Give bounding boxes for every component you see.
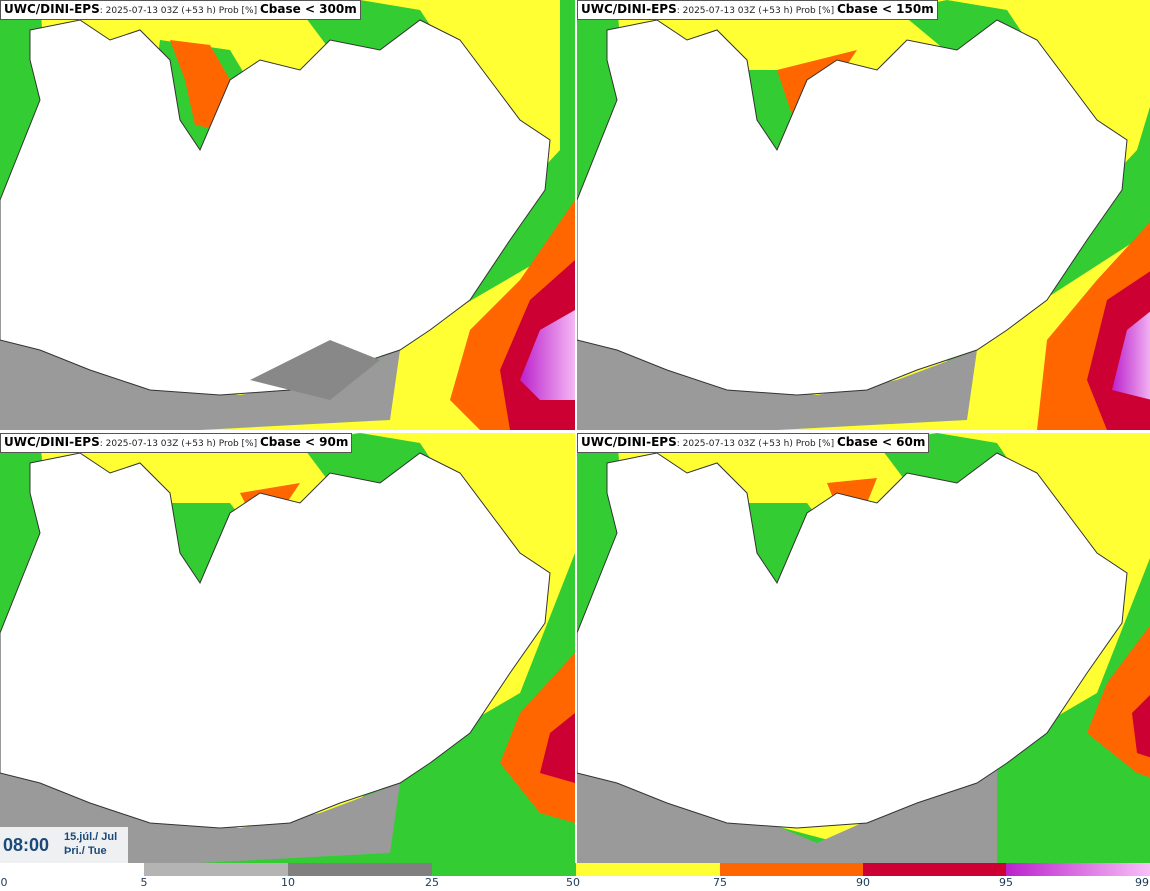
legend-seg-75-90 xyxy=(720,863,863,876)
probability-map xyxy=(577,433,1150,863)
weekday-line: Þri./ Tue xyxy=(64,845,107,857)
legend-seg-95-99 xyxy=(1006,863,1150,876)
grey-area-land xyxy=(250,340,380,400)
legend-tick: 10 xyxy=(281,876,295,889)
green-area-south xyxy=(577,558,1150,863)
red-area-southeast xyxy=(1132,695,1150,758)
map-panel-cbase-60m: UWC/DINI-EPS: 2025-07-13 03Z (+53 h) Pro… xyxy=(577,433,1150,863)
red-area-southeast xyxy=(540,713,575,783)
valid-time-box: 08:00 15.júl./ Jul Þri./ Tue xyxy=(0,827,128,863)
panel-title: UWC/DINI-EPS: 2025-07-13 03Z (+53 h) Pro… xyxy=(577,433,930,453)
map-panel-cbase-90m: UWC/DINI-EPS: 2025-07-13 03Z (+53 h) Pro… xyxy=(0,433,575,863)
legend-tick: 99 xyxy=(1135,876,1149,889)
probability-map xyxy=(577,0,1150,430)
orange-area-southeast xyxy=(1087,625,1150,778)
magenta-area-southeast xyxy=(1112,311,1150,400)
legend-tick: 5 xyxy=(140,876,148,889)
green-area-south xyxy=(0,553,575,863)
legend-seg-90-95 xyxy=(863,863,1006,876)
color-legend: 0 5 10 25 50 75 90 95 99 xyxy=(0,863,1150,891)
orange-area-north xyxy=(170,40,230,130)
legend-tick: 0 xyxy=(0,876,8,889)
probability-map xyxy=(0,433,575,863)
legend-seg-10-25 xyxy=(288,863,432,876)
valid-time: 08:00 xyxy=(3,835,50,855)
magenta-area-southeast xyxy=(520,310,575,400)
legend-tick: 75 xyxy=(713,876,727,889)
valid-date: 15.júl./ Jul Þri./ Tue xyxy=(64,830,117,858)
panel-title: UWC/DINI-EPS: 2025-07-13 03Z (+53 h) Pro… xyxy=(0,433,353,453)
probability-map xyxy=(0,0,575,430)
legend-tick: 95 xyxy=(999,876,1013,889)
map-panel-cbase-150m: UWC/DINI-EPS: 2025-07-13 03Z (+53 h) Pro… xyxy=(577,0,1150,430)
legend-seg-25-50 xyxy=(432,863,576,876)
legend-tick: 90 xyxy=(856,876,870,889)
panel-title: UWC/DINI-EPS: 2025-07-13 03Z (+53 h) Pro… xyxy=(577,0,938,20)
legend-seg-5-10 xyxy=(144,863,288,876)
date-line: 15.júl./ Jul xyxy=(64,831,118,843)
orange-area-southeast xyxy=(500,653,575,823)
legend-seg-50-75 xyxy=(576,863,720,876)
panel-title: UWC/DINI-EPS: 2025-07-13 03Z (+53 h) Pro… xyxy=(0,0,361,20)
legend-tick: 50 xyxy=(566,876,580,889)
map-panel-cbase-300m: UWC/DINI-EPS: 2025-07-13 03Z (+53 h) Pro… xyxy=(0,0,575,430)
legend-tick: 25 xyxy=(425,876,439,889)
